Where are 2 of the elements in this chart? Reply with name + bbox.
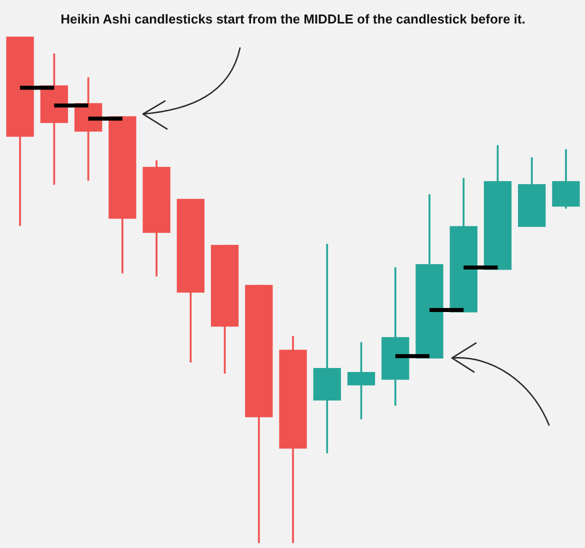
candlestick bbox=[313, 244, 341, 454]
chart-title: Heikin Ashi candlesticks start from the MIDDLE of the candlestick before it. bbox=[60, 11, 526, 26]
